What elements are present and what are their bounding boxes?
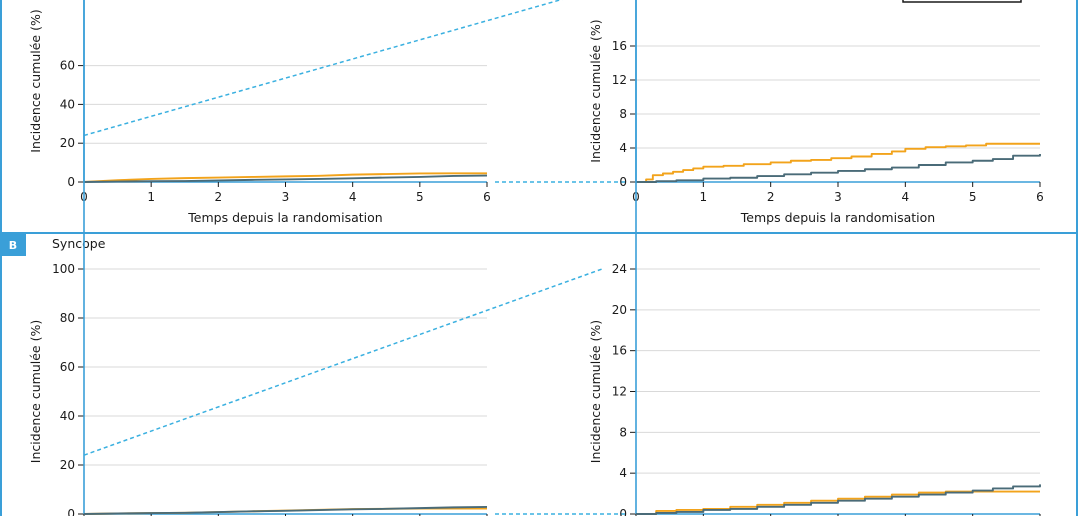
y-tick-label-4: 80 <box>60 311 75 325</box>
y-tick-label-2: 8 <box>619 425 627 439</box>
x-tick-label-5: 5 <box>416 190 424 204</box>
x-tick-label-4: 4 <box>902 190 910 204</box>
y-axis-title: Incidence cumulée (%) <box>588 19 603 162</box>
y-tick-label-0: 0 <box>67 507 75 516</box>
chart-b-zoomed: 048121620240123456Incidence cumulée (%) <box>588 0 1041 516</box>
series-line-0 <box>636 490 1040 515</box>
y-tick-label-1: 4 <box>619 466 627 480</box>
series-line-1 <box>636 484 1041 515</box>
y-tick-label-5: 20 <box>612 303 627 317</box>
y-tick-label-3: 60 <box>60 59 75 73</box>
y-tick-label-0: 0 <box>619 175 627 189</box>
panel-b-title: Syncope <box>52 236 106 251</box>
series-line-1 <box>636 153 1041 183</box>
x-tick-label-1: 1 <box>700 190 708 204</box>
y-axis-title: Incidence cumulée (%) <box>28 320 43 463</box>
series-line-1 <box>83 174 488 183</box>
x-axis-title: Temps depuis la randomisation <box>187 210 382 225</box>
x-axis-title: Temps depuis la randomisation <box>740 210 935 225</box>
y-axis-title: Incidence cumulée (%) <box>28 9 43 152</box>
zoom-line <box>83 268 603 456</box>
series-line-0 <box>83 172 487 183</box>
x-tick-label-6: 6 <box>483 190 491 204</box>
x-tick-label-3: 3 <box>834 190 842 204</box>
y-tick-label-1: 4 <box>619 141 627 155</box>
y-tick-label-0: 0 <box>619 507 627 516</box>
x-tick-label-6: 6 <box>1036 190 1044 204</box>
x-tick-label-4: 4 <box>349 190 357 204</box>
chart-b-full-scale: 0204060801000123456Incidence cumulée (%) <box>28 0 628 516</box>
y-tick-label-2: 40 <box>60 409 75 423</box>
y-tick-label-3: 12 <box>612 385 627 399</box>
y-tick-label-4: 16 <box>612 39 627 53</box>
x-tick-label-2: 2 <box>215 190 223 204</box>
y-tick-label-4: 16 <box>612 344 627 358</box>
y-tick-label-3: 12 <box>612 73 627 87</box>
y-tick-label-2: 40 <box>60 97 75 111</box>
x-tick-label-2: 2 <box>767 190 775 204</box>
panel-b-badge-label: B <box>9 239 17 252</box>
chart-a-full-scale: 02040600123456Temps depuis la randomisat… <box>28 0 628 225</box>
y-tick-label-6: 24 <box>612 262 627 276</box>
x-tick-label-1: 1 <box>147 190 155 204</box>
series-line-1 <box>83 505 488 515</box>
panel-b-badge <box>0 234 26 256</box>
legend-box <box>902 0 1022 3</box>
zoom-line <box>83 0 563 137</box>
y-tick-label-3: 60 <box>60 360 75 374</box>
y-tick-label-5: 100 <box>52 262 75 276</box>
y-tick-label-0: 0 <box>67 175 75 189</box>
x-tick-label-5: 5 <box>969 190 977 204</box>
chart-a-zoomed: 04812160123456Temps depuis la randomisat… <box>588 0 1044 225</box>
y-tick-label-1: 20 <box>60 458 75 472</box>
series-line-0 <box>636 142 1040 183</box>
y-tick-label-2: 8 <box>619 107 627 121</box>
x-tick-label-3: 3 <box>282 190 290 204</box>
y-tick-label-1: 20 <box>60 136 75 150</box>
y-axis-title: Incidence cumulée (%) <box>588 320 603 463</box>
